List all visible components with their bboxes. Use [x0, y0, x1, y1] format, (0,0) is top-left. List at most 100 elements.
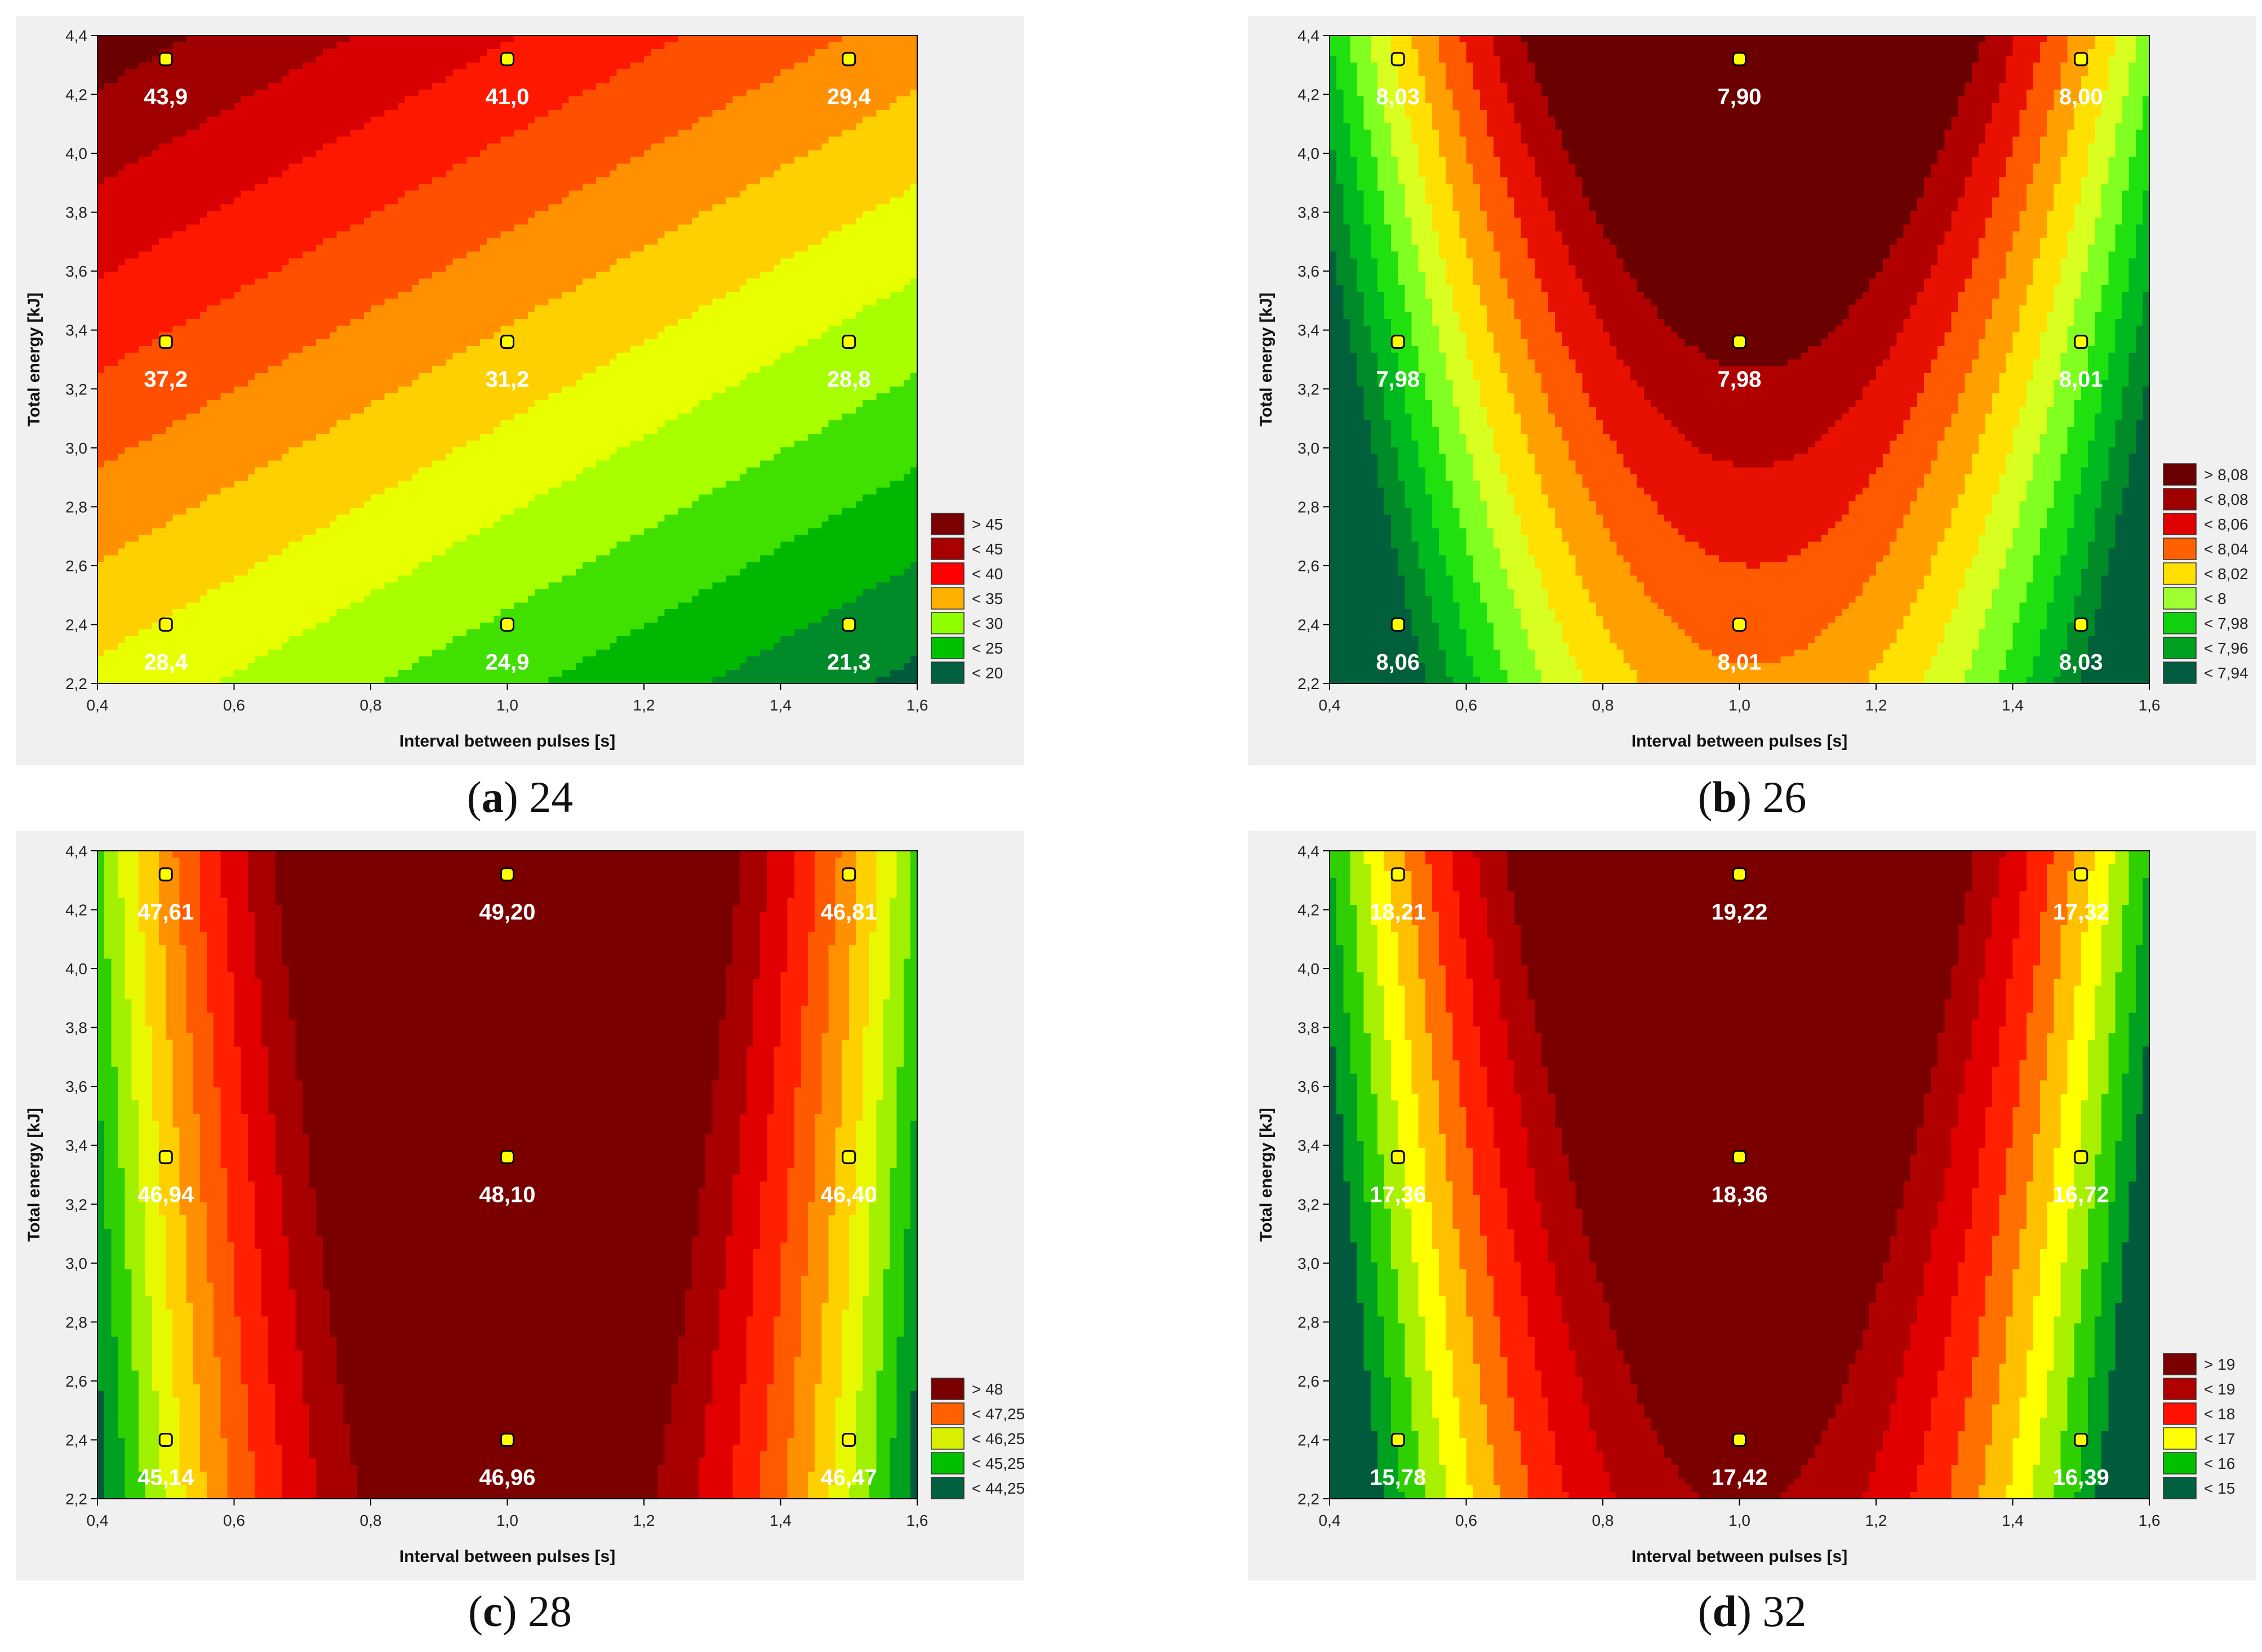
legend-label: < 40 [972, 565, 1003, 583]
y-tick-label: 4,4 [65, 27, 87, 45]
data-point-value: 19,22 [1711, 900, 1767, 925]
y-tick-label: 4,0 [65, 145, 87, 162]
x-tick-label: 1,4 [2002, 1512, 2024, 1529]
legend-swatch [931, 1427, 965, 1450]
contour-fill-b [1330, 35, 2150, 684]
x-tick-label: 0,8 [360, 696, 382, 714]
y-axis-label: Total energy [kJ] [25, 1108, 43, 1242]
x-tick-label: 1,6 [906, 1512, 928, 1529]
data-point-marker [158, 867, 173, 882]
y-tick-label: 2,4 [65, 616, 87, 633]
legend-label: < 17 [2204, 1430, 2235, 1447]
data-point-marker [842, 52, 856, 66]
legend-swatch [2163, 1378, 2197, 1400]
legend-swatch [931, 513, 965, 535]
legend-label: < 45,25 [972, 1455, 1024, 1472]
data-point-value: 7,98 [1376, 367, 1420, 392]
x-tick-label: 1,0 [496, 696, 518, 714]
legend-label: < 7,94 [2204, 664, 2248, 682]
legend-label: < 8,02 [2204, 565, 2248, 583]
y-tick-label: 3,4 [65, 1137, 87, 1154]
y-tick-label: 4,0 [1297, 960, 1319, 978]
legend-label: < 30 [972, 615, 1003, 632]
y-tick-label: 2,6 [65, 557, 87, 575]
data-point-value: 7,98 [1718, 367, 1762, 392]
y-tick-label: 3,8 [65, 1019, 87, 1037]
data-point-marker [1732, 335, 1747, 349]
x-tick-label: 0,4 [1319, 696, 1341, 714]
y-tick-label: 2,6 [1297, 1373, 1319, 1390]
data-point-marker [158, 52, 173, 66]
panel-b: 0,4 0,6 0,8 1,0 1,2 1,4 1,6 2,2 2,4 2,6 2,8 3,0 3,2 3… [1248, 16, 2256, 765]
x-tick-label: 1,0 [1728, 696, 1750, 714]
data-point-value: 17,42 [1711, 1465, 1767, 1490]
legend-swatch [931, 562, 965, 585]
x-tick-label: 0,6 [223, 696, 245, 714]
y-tick-label: 3,8 [1297, 204, 1319, 221]
y-tick-label: 3,0 [65, 439, 87, 457]
x-tick-label: 1,6 [2139, 1512, 2161, 1529]
legend-swatch [2163, 1402, 2197, 1425]
legend-swatch [2163, 637, 2197, 659]
legend-swatch [931, 1402, 965, 1425]
data-point-value: 43,9 [144, 85, 188, 109]
y-tick-label: 4,2 [1297, 86, 1319, 104]
x-tick-label: 0,6 [1455, 1512, 1477, 1529]
data-point-value: 49,20 [479, 900, 535, 925]
x-tick-label: 0,8 [1592, 1512, 1614, 1529]
legend-label: < 44,25 [972, 1480, 1024, 1497]
data-point-marker [500, 617, 514, 632]
legend-swatch [931, 1378, 965, 1400]
legend-label: < 7,98 [2204, 615, 2248, 632]
data-point-value: 46,81 [821, 900, 877, 925]
legend-swatch [2163, 612, 2197, 634]
y-axis-label: Total energy [kJ] [1257, 1108, 1276, 1242]
legend-label: < 8,04 [2204, 540, 2248, 558]
panel-c: 0,4 0,6 0,8 1,0 1,2 1,4 1,6 2,2 2,4 2,6 2,8 3,0 3,2 3… [16, 831, 1024, 1580]
y-tick-label: 3,2 [1297, 380, 1319, 398]
data-point-marker [1390, 1150, 1405, 1165]
y-tick-label: 4,4 [1297, 842, 1319, 860]
x-tick-label: 1,0 [1728, 1512, 1750, 1529]
y-tick-label: 2,4 [1297, 616, 1319, 633]
data-point-marker [1732, 867, 1747, 882]
data-point-marker [500, 1150, 514, 1165]
data-point-value: 46,47 [821, 1465, 877, 1490]
panel-a: 0,4 0,6 0,8 1,0 1,2 1,4 1,6 2,2 2,4 2,6 2,8 3,0 3,2 3… [16, 16, 1024, 765]
legend-label: < 8,06 [2204, 516, 2248, 533]
x-axis-label: Interval between pulses [s] [399, 1547, 615, 1566]
legend-label: > 48 [972, 1380, 1003, 1398]
data-point-value: 46,40 [821, 1183, 877, 1207]
x-tick-label: 0,4 [87, 1512, 109, 1529]
legend-swatch [931, 661, 965, 684]
x-tick-label: 0,6 [1455, 696, 1477, 714]
x-tick-label: 0,4 [87, 696, 109, 714]
data-point-value: 8,03 [2059, 650, 2103, 674]
y-tick-label: 3,2 [1297, 1196, 1319, 1213]
data-point-marker [842, 617, 856, 632]
y-tick-label: 3,2 [65, 380, 87, 398]
y-tick-label: 2,8 [1297, 498, 1319, 516]
data-point-marker [2074, 335, 2088, 349]
y-tick-label: 3,8 [65, 204, 87, 221]
legend-label: < 45 [972, 540, 1003, 558]
data-point-value: 16,72 [2053, 1183, 2109, 1207]
y-tick-label: 2,2 [1297, 675, 1319, 692]
y-tick-label: 4,4 [1297, 27, 1319, 45]
data-point-marker [2074, 52, 2088, 66]
legend-label: < 20 [972, 664, 1003, 682]
y-axis-label: Total energy [kJ] [25, 292, 43, 427]
data-point-value: 15,78 [1370, 1465, 1426, 1490]
data-point-marker [1390, 52, 1405, 66]
x-tick-label: 1,4 [2002, 696, 2024, 714]
y-tick-label: 3,6 [65, 263, 87, 280]
legend-swatch [931, 637, 965, 659]
legend-label: < 18 [2204, 1405, 2235, 1423]
contour-fill-d [1330, 851, 2150, 1499]
data-point-value: 24,9 [486, 650, 530, 674]
legend-swatch [931, 1477, 965, 1499]
x-tick-label: 1,2 [633, 696, 655, 714]
data-point-value: 46,96 [479, 1465, 535, 1490]
data-point-marker [1732, 1432, 1747, 1447]
x-tick-label: 1,2 [1865, 696, 1887, 714]
